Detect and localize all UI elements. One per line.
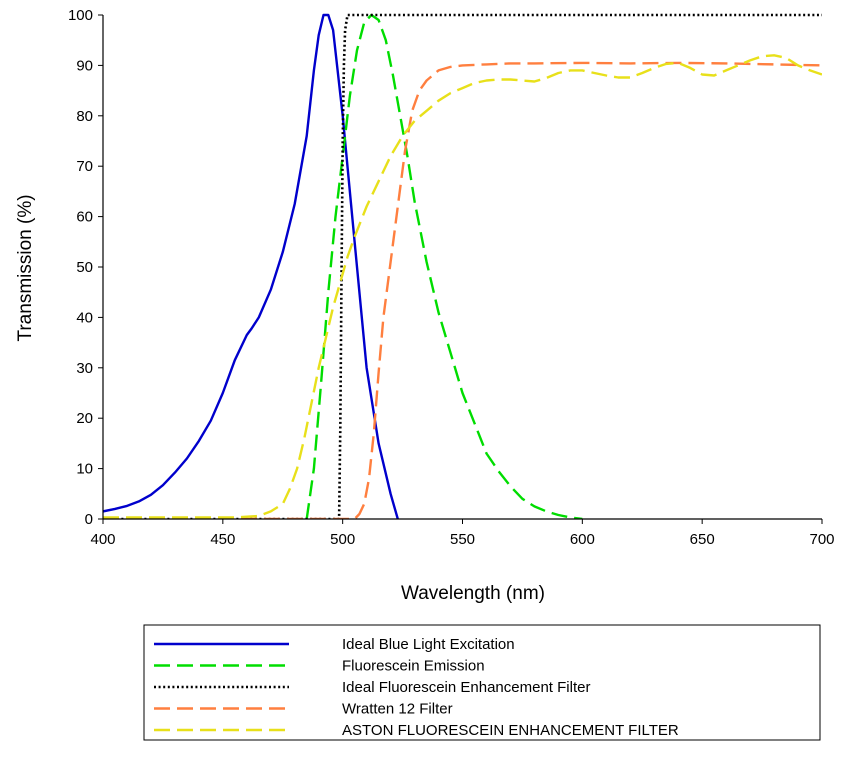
y-tick-label: 40 (76, 309, 93, 326)
y-tick-label: 10 (76, 461, 93, 478)
x-tick-label: 700 (809, 531, 834, 548)
series-line-1 (103, 13, 399, 519)
series-line-5 (103, 54, 822, 519)
x-tick-label: 650 (690, 531, 715, 548)
x-tick-label: 550 (450, 531, 475, 548)
plot-background (103, 15, 822, 519)
x-tick-label: 500 (330, 531, 355, 548)
y-tick-label: 50 (76, 259, 93, 276)
legend-label: Ideal Blue Light Excitation (342, 636, 515, 653)
legend: Ideal Blue Light Excitation Fluorescein E… (143, 624, 821, 741)
y-tick-label: 30 (76, 360, 93, 377)
y-axis-title: Transmission (%) (15, 194, 36, 341)
legend-label: Wratten 12 Filter (342, 701, 453, 718)
x-tick-label: 600 (570, 531, 595, 548)
legend-label: Fluorescein Emission (342, 658, 485, 675)
x-tick-label: 450 (210, 531, 235, 548)
x-axis-title: Wavelength (nm) (401, 583, 545, 604)
y-tick-label: 0 (85, 511, 93, 528)
y-tick-label: 90 (76, 57, 93, 74)
y-tick-label: 70 (76, 158, 93, 175)
series-lines (103, 13, 822, 519)
y-tick-label: 20 (76, 410, 93, 427)
y-tick-label: 60 (76, 209, 93, 226)
series-line-4 (103, 61, 822, 519)
y-tick-label: 80 (76, 108, 93, 125)
axes: 0 10 20 30 40 50 60 70 80 90 100 400 450 500 550 600 650… (68, 7, 835, 548)
legend-label: ASTON FLUORESCEIN ENHANCEMENT FILTER (342, 722, 679, 739)
legend-label: Ideal Fluorescein Enhancement Filter (342, 679, 590, 696)
x-tick-label: 400 (90, 531, 115, 548)
plot-area (103, 15, 822, 519)
y-tick-label: 100 (68, 7, 93, 24)
